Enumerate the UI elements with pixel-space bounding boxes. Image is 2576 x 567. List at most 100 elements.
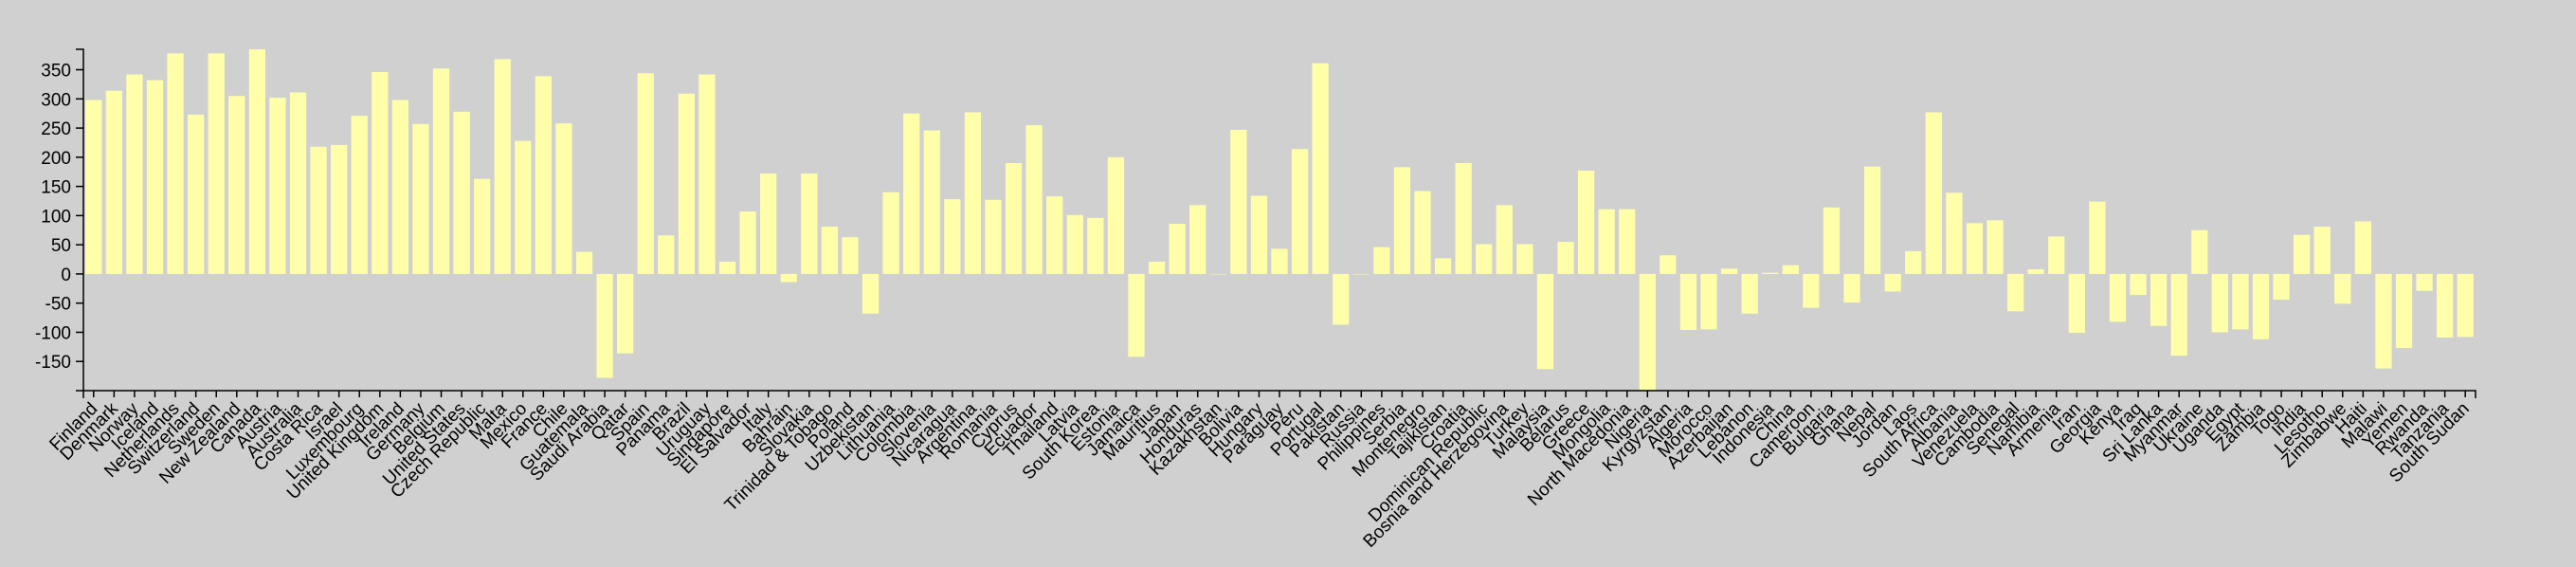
- bar-senegal: [2006, 273, 2024, 312]
- x-axis: FinlandDenmarkNorwayIcelandNetherlandsSw…: [45, 390, 2476, 552]
- bar-guatemala: [575, 251, 593, 274]
- bar-bolivia: [1230, 129, 1247, 274]
- bar-namibia: [2027, 269, 2044, 274]
- bar-belgium: [432, 68, 450, 274]
- bar-rwanda: [2416, 273, 2433, 291]
- bar-china: [1782, 265, 1799, 274]
- bar-slovenia: [923, 130, 940, 274]
- bar-estonia: [1107, 156, 1125, 274]
- bar-north-macedonia: [1619, 209, 1636, 274]
- bar-azerbaijan: [1720, 268, 1738, 274]
- bar-jamaica: [1128, 273, 1145, 357]
- bar-lesotho: [2313, 227, 2331, 274]
- bar-peru: [1291, 149, 1309, 274]
- bar-laos: [1905, 250, 1922, 274]
- bar-venezuela: [1966, 223, 1984, 274]
- bar-saudi-arabia: [596, 273, 613, 378]
- bar-kenya: [2109, 273, 2127, 322]
- bar-tanzania: [2437, 273, 2454, 338]
- bar-morocco: [1700, 273, 1717, 330]
- bar-uganda: [2211, 273, 2228, 333]
- bar-malaysia: [1536, 273, 1554, 370]
- bar-bulgaria: [1823, 207, 1841, 274]
- bar-bahrain: [780, 273, 797, 283]
- bar-belarus: [1557, 242, 1574, 274]
- bar-egypt: [2232, 273, 2249, 330]
- bar-kazakhstan: [1209, 273, 1226, 275]
- bar-cameroon: [1803, 273, 1820, 308]
- bar-latvia: [1066, 214, 1083, 274]
- bar-united-kingdom: [372, 72, 389, 274]
- bar-colombia: [903, 113, 920, 274]
- y-tick-label: 250: [41, 119, 71, 139]
- bar-switzerland: [188, 114, 205, 274]
- bar-lithuania: [882, 192, 899, 274]
- bar-south-sudan: [2457, 273, 2474, 338]
- bar-poland: [842, 237, 859, 274]
- y-tick-label: 200: [41, 149, 71, 169]
- bar-el-salvador: [739, 211, 756, 274]
- bar-honduras: [1189, 205, 1206, 274]
- bar-sweden: [208, 53, 225, 274]
- bar-cambodia: [1986, 220, 2004, 274]
- bar-chile: [555, 123, 572, 274]
- bar-luxembourg: [351, 116, 368, 274]
- bar-dominican-republic: [1476, 244, 1493, 274]
- bar-hungary: [1250, 195, 1268, 274]
- bar-nicaragua: [944, 199, 961, 274]
- bar-canada: [248, 49, 265, 274]
- bar-mongolia: [1598, 209, 1615, 274]
- bar-montenegro: [1414, 191, 1431, 274]
- bar-panama: [658, 235, 675, 274]
- bar-kyrgyzstan: [1660, 255, 1677, 274]
- bar-portugal: [1312, 63, 1329, 274]
- bars-group: [85, 49, 2474, 391]
- bar-algeria: [1679, 273, 1697, 330]
- bar-zimbabwe: [2334, 273, 2351, 304]
- bar-norway: [126, 74, 143, 274]
- bar-ghana: [1843, 273, 1860, 303]
- bar-yemen: [2395, 273, 2413, 349]
- bar-austria: [269, 98, 286, 274]
- bar-uzbekistan: [862, 273, 880, 314]
- bar-japan: [1169, 224, 1186, 274]
- bar-nepal: [1863, 166, 1881, 274]
- y-tick-label: -100: [35, 323, 71, 343]
- bar-zambia: [2252, 273, 2270, 339]
- bar-finland: [85, 100, 102, 274]
- bar-bosnia-and-herzegovina: [1496, 205, 1513, 274]
- bar-denmark: [105, 90, 122, 274]
- bar-tajikistan: [1434, 258, 1452, 274]
- bar-georgia: [2089, 201, 2106, 274]
- bar-cyprus: [1005, 163, 1023, 274]
- y-tick-label: 350: [41, 62, 71, 82]
- bar-myanmar: [2170, 273, 2187, 357]
- bar-singapore: [718, 262, 736, 274]
- bar-mexico: [515, 140, 532, 274]
- bar-israel: [331, 144, 348, 274]
- bar-indonesia: [1762, 272, 1779, 274]
- bar-pakistan: [1333, 273, 1350, 325]
- bar-brazil: [678, 93, 696, 274]
- bar-south-africa: [1925, 112, 1942, 274]
- bar-trinidad-tobago: [821, 227, 839, 274]
- bar-ireland: [391, 100, 409, 274]
- bar-russia: [1352, 273, 1370, 275]
- bar-india: [2294, 234, 2311, 274]
- bar-albania: [1946, 192, 1963, 274]
- y-tick-label: 100: [41, 207, 71, 227]
- bar-armenia: [2048, 236, 2065, 274]
- bar-turkey: [1516, 244, 1533, 274]
- bar-philippines: [1373, 247, 1390, 274]
- bar-lebanon: [1741, 273, 1758, 314]
- bar-ukraine: [2191, 229, 2208, 274]
- bar-spain: [637, 73, 654, 274]
- bar-togo: [2273, 273, 2290, 300]
- bar-haiti: [2354, 221, 2371, 274]
- bar-iraq: [2130, 273, 2147, 296]
- bar-serbia: [1393, 167, 1411, 274]
- bar-slovakia: [801, 174, 818, 274]
- y-tick-label: 300: [41, 90, 71, 110]
- bar-malawi: [2375, 273, 2392, 369]
